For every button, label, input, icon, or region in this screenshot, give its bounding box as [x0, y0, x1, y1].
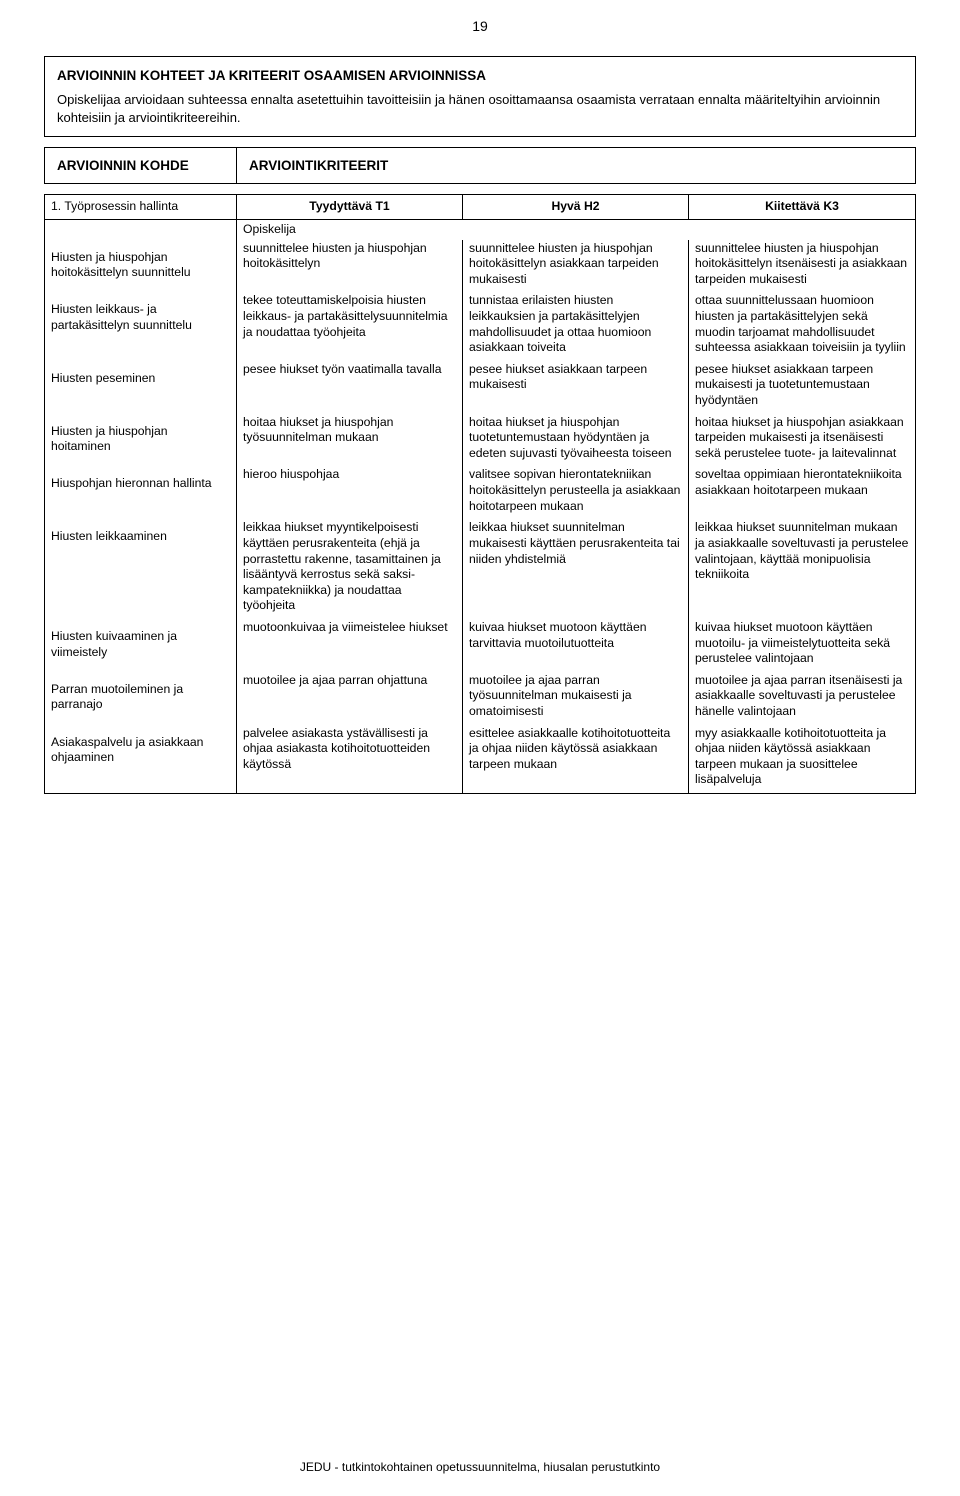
row-h2: pesee hiukset asiakkaan tarpeen mukaises… — [463, 361, 689, 414]
criteria-table: 1. Työprosessin hallinta Tyydyttävä T1 H… — [44, 194, 916, 794]
row-h2: hoitaa hiukset ja hiuspohjan tuotetuntem… — [463, 414, 689, 467]
table-row: Hiusten leikkaaminen leikkaa hiukset myy… — [45, 519, 916, 619]
row-k3: soveltaa oppimiaan hierontatekniikoita a… — [689, 466, 916, 519]
row-label: Hiusten leikkaus- ja partakäsittelyn suu… — [45, 292, 237, 360]
table-row: Parran muotoileminen ja parranajo muotoi… — [45, 672, 916, 725]
row-t1: suunnittelee hiusten ja hiuspohjan hoito… — [237, 240, 463, 293]
table-row: Hiusten ja hiuspohjan hoitokäsittelyn su… — [45, 240, 916, 293]
row-k3: leikkaa hiukset suunnitelman mukaan ja a… — [689, 519, 916, 619]
row-k3: myy asiakkaalle kotihoitotuotteita ja oh… — [689, 725, 916, 794]
criteria-col-h2: Hyvä H2 — [463, 195, 689, 220]
criteria-header-row: 1. Työprosessin hallinta Tyydyttävä T1 H… — [45, 195, 916, 220]
opiskelija-row: Opiskelija — [45, 219, 916, 239]
opiskelija-empty — [45, 219, 237, 239]
row-k3: pesee hiukset asiakkaan tarpeen mukaises… — [689, 361, 916, 414]
row-k3: suunnittelee hiusten ja hiuspohjan hoito… — [689, 240, 916, 293]
row-h2: tunnistaa erilaisten hiusten leikkauksie… — [463, 292, 689, 360]
intro-body: Opiskelijaa arvioidaan suhteessa ennalta… — [57, 91, 903, 126]
row-t1: muotoonkuivaa ja viimeistelee hiukset — [237, 619, 463, 672]
row-label: Hiusten peseminen — [45, 361, 237, 414]
row-label: Hiusten ja hiuspohjan hoitokäsittelyn su… — [45, 240, 237, 293]
row-label: Parran muotoileminen ja parranajo — [45, 672, 237, 725]
row-k3: kuivaa hiukset muotoon käyttäen muotoilu… — [689, 619, 916, 672]
row-h2: valitsee sopivan hierontatekniikan hoito… — [463, 466, 689, 519]
row-t1: pesee hiukset työn vaatimalla tavalla — [237, 361, 463, 414]
page-footer: JEDU - tutkintokohtainen opetussuunnitel… — [0, 1460, 960, 1474]
table-row: Hiusten kuivaaminen ja viimeistely muoto… — [45, 619, 916, 672]
row-k3: muotoilee ja ajaa parran itsenäisesti ja… — [689, 672, 916, 725]
row-h2: esittelee asiakkaalle kotihoitotuotteita… — [463, 725, 689, 794]
row-t1: hoitaa hiukset ja hiuspohjan työsuunnite… — [237, 414, 463, 467]
row-label: Asiakaspalvelu ja asiakkaan ohjaaminen — [45, 725, 237, 794]
row-t1: palvelee asiakasta ystävällisesti ja ohj… — [237, 725, 463, 794]
row-h2: leikkaa hiukset suunnitelman mukaisesti … — [463, 519, 689, 619]
criteria-col-t1: Tyydyttävä T1 — [237, 195, 463, 220]
row-h2: suunnittelee hiusten ja hiuspohjan hoito… — [463, 240, 689, 293]
row-label: Hiusten ja hiuspohjan hoitaminen — [45, 414, 237, 467]
opiskelija-label: Opiskelija — [237, 219, 916, 239]
row-t1: muotoilee ja ajaa parran ohjattuna — [237, 672, 463, 725]
kohde-right-label: ARVIOINTIKRITEERIT — [237, 148, 915, 183]
table-row: Hiusten ja hiuspohjan hoitaminen hoitaa … — [45, 414, 916, 467]
criteria-topic: 1. Työprosessin hallinta — [45, 195, 237, 220]
document-page: 19 ARVIOINNIN KOHTEET JA KRITEERIT OSAAM… — [0, 0, 960, 1496]
row-h2: muotoilee ja ajaa parran työsuunnitelman… — [463, 672, 689, 725]
row-t1: leikkaa hiukset myyntikelpoisesti käyttä… — [237, 519, 463, 619]
row-t1: tekee toteuttamiskelpoisia hiusten leikk… — [237, 292, 463, 360]
kohde-left-label: ARVIOINNIN KOHDE — [45, 148, 237, 183]
row-k3: hoitaa hiukset ja hiuspohjan asiakkaan t… — [689, 414, 916, 467]
row-label: Hiusten kuivaaminen ja viimeistely — [45, 619, 237, 672]
intro-box: ARVIOINNIN KOHTEET JA KRITEERIT OSAAMISE… — [44, 56, 916, 137]
row-k3: ottaa suunnittelussaan huomioon hiusten … — [689, 292, 916, 360]
row-t1: hieroo hiuspohjaa — [237, 466, 463, 519]
kohde-header-row: ARVIOINNIN KOHDE ARVIOINTIKRITEERIT — [44, 147, 916, 184]
criteria-col-k3: Kiitettävä K3 — [689, 195, 916, 220]
table-row: Asiakaspalvelu ja asiakkaan ohjaaminen p… — [45, 725, 916, 794]
intro-title: ARVIOINNIN KOHTEET JA KRITEERIT OSAAMISE… — [57, 67, 903, 85]
page-number: 19 — [44, 18, 916, 34]
table-row: Hiusten leikkaus- ja partakäsittelyn suu… — [45, 292, 916, 360]
table-row: Hiuspohjan hieronnan hallinta hieroo hiu… — [45, 466, 916, 519]
row-label: Hiuspohjan hieronnan hallinta — [45, 466, 237, 519]
row-h2: kuivaa hiukset muotoon käyttäen tarvitta… — [463, 619, 689, 672]
table-row: Hiusten peseminen pesee hiukset työn vaa… — [45, 361, 916, 414]
row-label: Hiusten leikkaaminen — [45, 519, 237, 619]
